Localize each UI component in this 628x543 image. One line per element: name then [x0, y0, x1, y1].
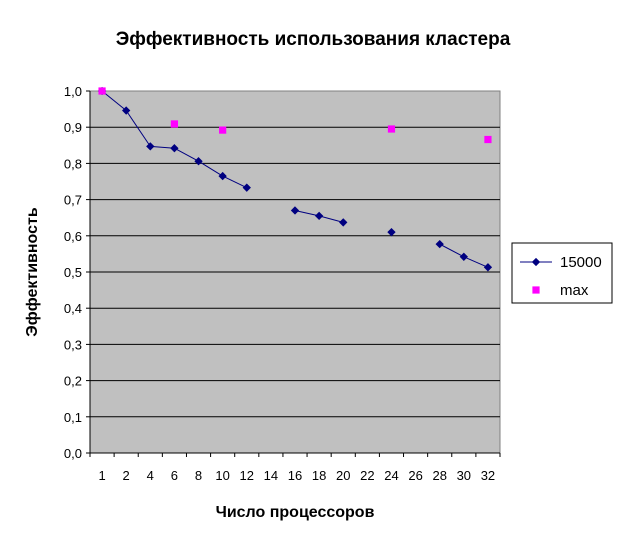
data-point [170, 144, 179, 153]
data-point [387, 125, 396, 133]
y-tick-label: 0,7 [64, 193, 82, 208]
data-point [218, 171, 227, 181]
data-point [170, 120, 179, 128]
x-tick-label: 8 [195, 468, 202, 483]
x-tick-label: 12 [240, 468, 254, 483]
y-tick-label: 0,2 [64, 374, 82, 389]
data-point [459, 252, 468, 261]
x-tick-label: 2 [123, 468, 130, 483]
legend: 15000 max [511, 242, 613, 304]
legend-marker [531, 257, 541, 267]
y-tick-label: 1,0 [64, 84, 82, 99]
y-tick-label: 0,6 [64, 229, 82, 244]
data-point [194, 157, 203, 166]
x-tick-label: 32 [481, 468, 495, 483]
data-point [314, 211, 324, 221]
data-point [242, 183, 251, 192]
data-point [146, 142, 155, 151]
y-tick-label: 0,3 [64, 337, 82, 352]
data-point [219, 126, 227, 134]
y-tick-label: 0,1 [64, 410, 82, 425]
chart-title: Эффективность использования кластера [116, 29, 511, 50]
data-point [387, 228, 396, 237]
series-line-segment [198, 160, 223, 177]
x-axis-ticks: 1 2 4 6 8 10 12 14 16 18 20 22 24 26 28 30 32 [89, 453, 501, 483]
data-point [484, 135, 492, 144]
legend-label: 15000 [560, 254, 602, 271]
data-point [290, 206, 300, 215]
gridlines [90, 126, 500, 418]
x-tick-label: 14 [264, 468, 278, 483]
x-tick-label: 18 [312, 468, 326, 483]
x-axis-title: Число процессоров [216, 504, 375, 521]
series-layer [97, 86, 493, 272]
series-15000 [97, 86, 493, 272]
x-tick-label: 4 [147, 468, 154, 483]
x-tick-label: 28 [432, 468, 446, 483]
x-tick-label: 26 [408, 468, 422, 483]
y-tick-label: 0,8 [64, 156, 82, 171]
y-axis-title: Эффективность [24, 207, 41, 337]
x-tick-label: 20 [336, 468, 350, 483]
series-line-segment [463, 256, 489, 268]
series-line-segment [318, 215, 344, 223]
y-axis-ticks: 0,0 0,1 0,2 0,3 0,4 0,5 0,6 0,7 0,8 0,9 1,0 [64, 84, 500, 461]
y-tick-label: 0,4 [64, 301, 82, 316]
y-tick-label: 0,9 [64, 120, 82, 135]
series-line-segment [101, 90, 127, 111]
series-line-segment [222, 175, 247, 189]
data-point [122, 106, 131, 115]
series-line-segment [150, 145, 175, 149]
series-max [98, 87, 492, 144]
x-tick-label: 16 [288, 468, 302, 483]
data-point [483, 263, 493, 272]
series-line-segment [174, 147, 199, 162]
series-line-segment [294, 209, 320, 217]
x-tick-label: 24 [384, 468, 398, 483]
x-tick-label: 6 [171, 468, 178, 483]
data-point [339, 218, 348, 227]
data-point [98, 87, 106, 95]
x-tick-label: 10 [215, 468, 229, 483]
legend-marker [532, 286, 540, 294]
data-point [435, 239, 444, 249]
y-tick-label: 0,0 [64, 446, 82, 461]
x-tick-label: 30 [457, 468, 471, 483]
y-tick-label: 0,5 [64, 265, 82, 280]
x-tick-label: 22 [360, 468, 374, 483]
series-line-segment [125, 110, 151, 147]
x-tick-label: 1 [98, 468, 105, 483]
series-line-segment [439, 243, 465, 258]
legend-label: max [560, 282, 589, 299]
legend-box [511, 242, 613, 304]
